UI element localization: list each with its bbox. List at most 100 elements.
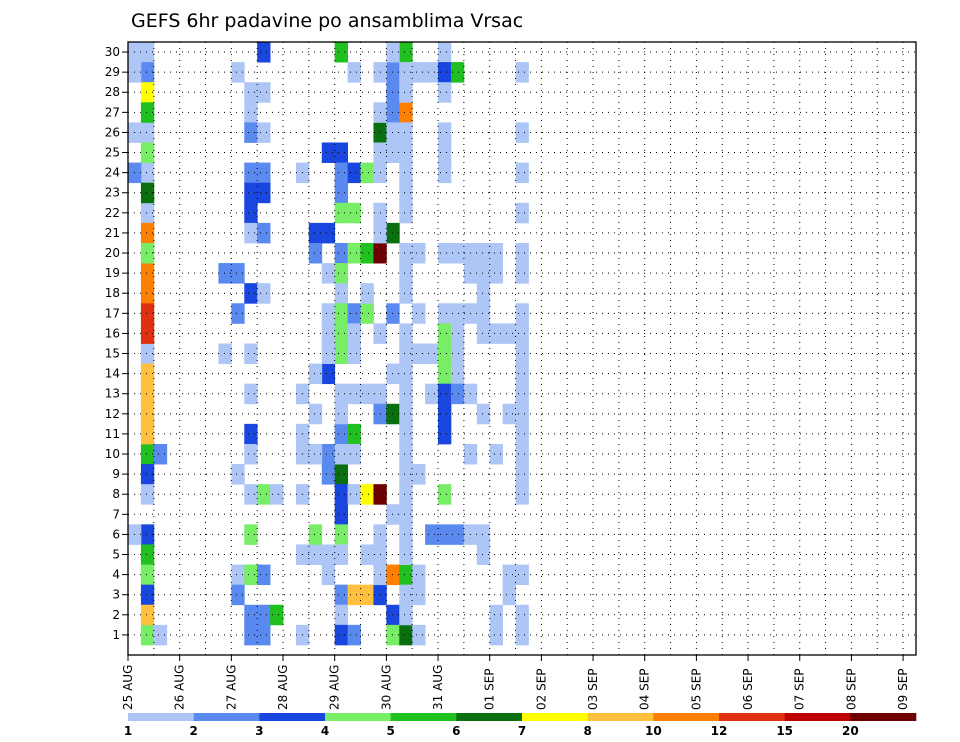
precip-cell — [476, 403, 491, 425]
precip-cell — [257, 122, 271, 143]
precip-cell — [502, 564, 516, 586]
y-tick-label: 29 — [105, 65, 120, 79]
colorbar-swatch — [587, 713, 654, 721]
precip-cell — [244, 524, 258, 545]
precip-cell — [140, 202, 155, 224]
precip-cell — [476, 303, 491, 324]
colorbar-label: 15 — [776, 724, 793, 738]
precip-cell — [334, 263, 349, 284]
precip-cell — [412, 343, 426, 364]
precip-cell — [386, 403, 400, 425]
precip-cell — [140, 584, 155, 606]
precip-cell — [321, 343, 336, 364]
precip-cell — [321, 222, 336, 244]
precip-cell — [399, 142, 413, 163]
precip-cell — [360, 242, 374, 264]
grid-layer — [127, 42, 916, 655]
plot-frame — [127, 41, 917, 656]
x-tick-label: 06 SEP — [741, 668, 755, 710]
precip-cell — [386, 564, 400, 586]
precip-cell — [399, 182, 413, 204]
y-tick-label: 25 — [105, 146, 120, 160]
precip-cell — [321, 303, 336, 324]
precip-cell — [425, 383, 439, 405]
precip-cell — [334, 182, 349, 204]
precip-cell — [450, 303, 465, 324]
precip-cell — [334, 544, 349, 565]
colorbar: 1 2 3 4 5 6 7 8 10 12 15 20 — [124, 713, 917, 738]
colorbar-swatch — [390, 713, 457, 721]
precip-cell — [438, 82, 452, 103]
precip-cell — [386, 604, 400, 626]
precip-cell — [412, 62, 426, 83]
precip-cell — [334, 323, 349, 344]
y-tick-label: 11 — [105, 427, 120, 441]
precip-cell — [140, 182, 155, 204]
precip-cell — [515, 403, 529, 425]
precip-cell — [347, 624, 361, 646]
colorbar-label: 5 — [386, 724, 394, 738]
y-tick-label: 6 — [112, 527, 120, 541]
precip-cell — [386, 363, 400, 385]
precip-cell — [334, 584, 349, 606]
precip-cell — [476, 524, 491, 545]
colorbar-label: 6 — [452, 724, 460, 738]
precip-cell — [334, 524, 349, 545]
precip-cell — [399, 42, 413, 63]
precip-cell — [140, 62, 155, 83]
precip-cell — [244, 443, 258, 465]
colorbar-swatch — [128, 713, 194, 721]
precip-cell — [244, 564, 258, 586]
precip-cell — [515, 383, 529, 405]
y-tick-label: 2 — [112, 608, 120, 622]
precip-cell — [347, 242, 361, 264]
precip-cell — [334, 504, 349, 525]
y-tick-label: 9 — [112, 467, 120, 481]
precip-cell — [140, 564, 155, 586]
precip-cell — [140, 363, 155, 385]
precip-cell — [334, 484, 349, 505]
precip-cell — [399, 363, 413, 385]
x-tick-label: 08 SEP — [844, 668, 858, 710]
precip-cell — [438, 122, 452, 143]
y-tick-label: 27 — [105, 105, 120, 119]
precip-cell — [399, 82, 413, 103]
precip-cell — [244, 222, 258, 244]
precip-cell — [334, 42, 349, 63]
precip-cell — [438, 62, 452, 83]
precip-cell — [489, 624, 504, 646]
precip-cell — [153, 624, 168, 646]
precip-cell — [438, 142, 452, 163]
precip-cell — [476, 323, 491, 344]
colorbar-swatch — [850, 713, 917, 721]
precip-cell — [412, 624, 426, 646]
precip-cell — [347, 323, 361, 344]
precip-cell — [257, 624, 271, 646]
precip-cell — [257, 604, 271, 626]
precip-cell — [321, 323, 336, 344]
precip-cell — [515, 263, 529, 284]
precip-cell — [347, 202, 361, 224]
precip-cell — [218, 343, 232, 364]
precip-cell — [476, 263, 491, 284]
precip-cell — [244, 162, 258, 184]
precip-cell — [386, 42, 400, 63]
y-tick-label: 13 — [105, 387, 120, 401]
precip-cell — [231, 584, 245, 606]
precip-cell — [476, 283, 491, 304]
colorbar-label: 1 — [124, 724, 132, 738]
precip-cell — [308, 222, 323, 244]
precip-cell — [489, 263, 504, 284]
precip-cell — [450, 343, 465, 364]
precip-cell — [438, 403, 452, 425]
precip-cell — [489, 242, 504, 264]
precip-cell — [515, 484, 529, 505]
y-tick-label: 1 — [112, 628, 120, 642]
precip-cell — [308, 544, 323, 565]
precip-cell — [399, 604, 413, 626]
precip-cell — [515, 604, 529, 626]
precip-cell — [334, 283, 349, 304]
colorbar-swatch — [522, 713, 588, 721]
precip-cell — [334, 464, 349, 485]
